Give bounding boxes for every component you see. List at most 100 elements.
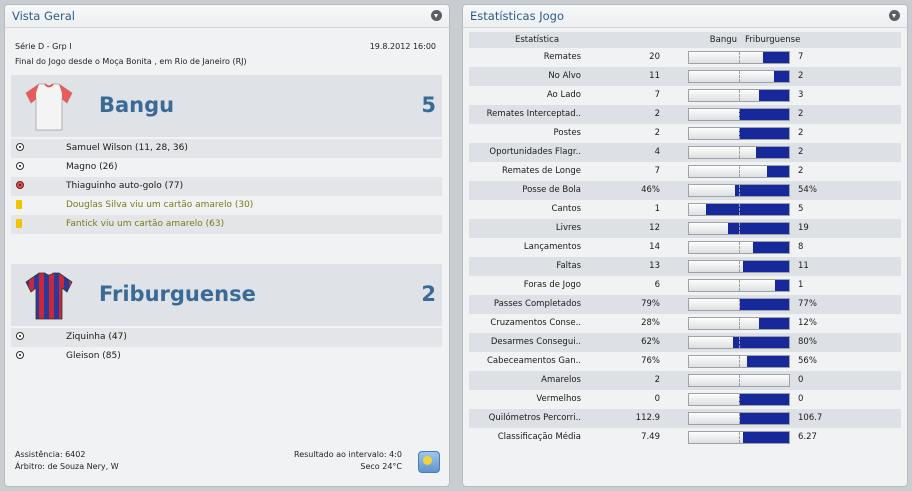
stat-row: Postes 2 2 xyxy=(469,124,901,143)
stat-comparison-bar xyxy=(688,51,790,64)
stat-label: Posse de Bola xyxy=(522,185,581,195)
stat-comparison-bar xyxy=(688,260,790,273)
bar-midline xyxy=(739,71,740,82)
event-row: Ziquinha (47) xyxy=(11,328,442,347)
away-team-name[interactable]: Friburguense xyxy=(99,282,256,306)
home-stat-value: 1 xyxy=(654,204,660,214)
stat-label: No Alvo xyxy=(548,71,581,81)
referee: Árbitro: de Souza Nery, W xyxy=(15,462,119,471)
stat-label: Cabeceamentos Gan.. xyxy=(486,356,581,366)
bar-midline xyxy=(739,261,740,272)
event-text: Gleison (85) xyxy=(66,351,121,361)
stat-label: Desarmes Consegui.. xyxy=(490,337,581,347)
home-stat-value: 0 xyxy=(654,394,660,404)
stat-comparison-bar xyxy=(688,393,790,406)
away-share-fill xyxy=(743,432,789,443)
stat-label: Amarelos xyxy=(541,375,581,385)
bar-midline xyxy=(739,109,740,120)
event-text: Magno (26) xyxy=(66,162,118,172)
bar-midline xyxy=(739,147,740,158)
home-stat-value: 12 xyxy=(649,223,660,233)
bar-midline xyxy=(739,185,740,196)
away-share-fill xyxy=(739,394,789,405)
event-row: Fantick viu um cartão amarelo (63) xyxy=(11,215,442,234)
stat-comparison-bar xyxy=(688,431,790,444)
attendance: Assistência: 6402 xyxy=(15,450,86,459)
home-stat-value: 76% xyxy=(641,356,660,366)
stat-comparison-bar xyxy=(688,70,790,83)
away-share-fill xyxy=(775,280,789,291)
stat-comparison-bar xyxy=(688,279,790,292)
away-column-header[interactable]: Friburguense xyxy=(745,35,801,45)
stat-row: Cabeceamentos Gan.. 76% 56% xyxy=(469,352,901,371)
stat-label: Postes xyxy=(553,128,581,138)
chevron-down-icon[interactable] xyxy=(431,10,442,21)
away-share-fill xyxy=(767,166,789,177)
match-datetime: 19.8.2012 16:00 xyxy=(369,42,436,51)
stat-row: Lançamentos 14 8 xyxy=(469,238,901,257)
competition-label: Série D - Grp I xyxy=(15,42,72,51)
away-stat-value: 11 xyxy=(798,261,809,271)
match-stats-panel: Estatísticas Jogo Estatística Bangu Frib… xyxy=(462,4,908,487)
stat-label: Passes Completados xyxy=(493,299,581,309)
away-score: 2 xyxy=(421,282,436,306)
panel-title: Estatísticas Jogo xyxy=(470,9,564,23)
stat-label: Oportunidades Flagr.. xyxy=(489,147,581,157)
stat-row: Classificação Média 7.49 6.27 xyxy=(469,428,901,447)
away-stat-value: 56% xyxy=(798,356,817,366)
yellow-card-icon xyxy=(16,219,22,228)
bar-midline xyxy=(739,166,740,177)
stat-comparison-bar xyxy=(688,412,790,425)
home-team-name[interactable]: Bangu xyxy=(99,93,175,117)
panel-header: Vista Geral xyxy=(5,5,449,28)
bar-midline xyxy=(739,128,740,139)
event-row: Magno (26) xyxy=(11,158,442,177)
away-stat-value: 2 xyxy=(798,109,804,119)
stat-label: Livres xyxy=(555,223,581,233)
own-goal-icon xyxy=(16,181,24,189)
home-stat-value: 79% xyxy=(641,299,660,309)
yellow-card-icon xyxy=(16,200,22,209)
stat-column-header[interactable]: Estatística xyxy=(515,35,560,45)
bar-midline xyxy=(739,280,740,291)
home-stat-value: 2 xyxy=(654,128,660,138)
chevron-down-icon[interactable] xyxy=(889,10,900,21)
away-share-fill xyxy=(763,52,789,63)
bar-midline xyxy=(739,52,740,63)
away-share-fill xyxy=(740,299,789,310)
away-stat-value: 80% xyxy=(798,337,817,347)
home-stat-value: 112.9 xyxy=(635,413,660,423)
away-stat-value: 3 xyxy=(798,90,804,100)
ball-icon xyxy=(16,351,24,359)
away-share-fill xyxy=(753,242,789,253)
stat-comparison-bar xyxy=(688,355,790,368)
bar-midline xyxy=(739,204,740,215)
away-stat-value: 2 xyxy=(798,128,804,138)
home-column-header[interactable]: Bangu xyxy=(709,35,737,45)
away-team-box: Friburguense 2 xyxy=(11,264,442,326)
stat-comparison-bar xyxy=(688,241,790,254)
home-stat-value: 2 xyxy=(654,109,660,119)
bar-midline xyxy=(739,356,740,367)
event-text: Thiaguinho auto-golo (77) xyxy=(66,181,184,191)
bar-midline xyxy=(739,90,740,101)
stats-header: Estatística Bangu Friburguense xyxy=(469,32,901,48)
bar-midline xyxy=(739,432,740,443)
bar-midline xyxy=(739,223,740,234)
stat-row: Remates de Longe 7 2 xyxy=(469,162,901,181)
bar-midline xyxy=(739,375,740,386)
panel-title: Vista Geral xyxy=(12,9,75,23)
away-stat-value: 2 xyxy=(798,147,804,157)
stat-label: Remates Interceptad.. xyxy=(486,109,581,119)
away-stat-value: 0 xyxy=(798,394,804,404)
ball-icon xyxy=(16,332,24,340)
away-stat-value: 12% xyxy=(798,318,817,328)
stat-label: Classificação Média xyxy=(497,432,581,442)
bar-midline xyxy=(739,337,740,348)
bar-midline xyxy=(739,242,740,253)
away-share-fill xyxy=(759,318,789,329)
stat-label: Ao Lado xyxy=(546,90,581,100)
halftime-score: Resultado ao intervalo: 4:0 xyxy=(294,450,402,459)
away-share-fill xyxy=(756,147,789,158)
stat-comparison-bar xyxy=(688,146,790,159)
